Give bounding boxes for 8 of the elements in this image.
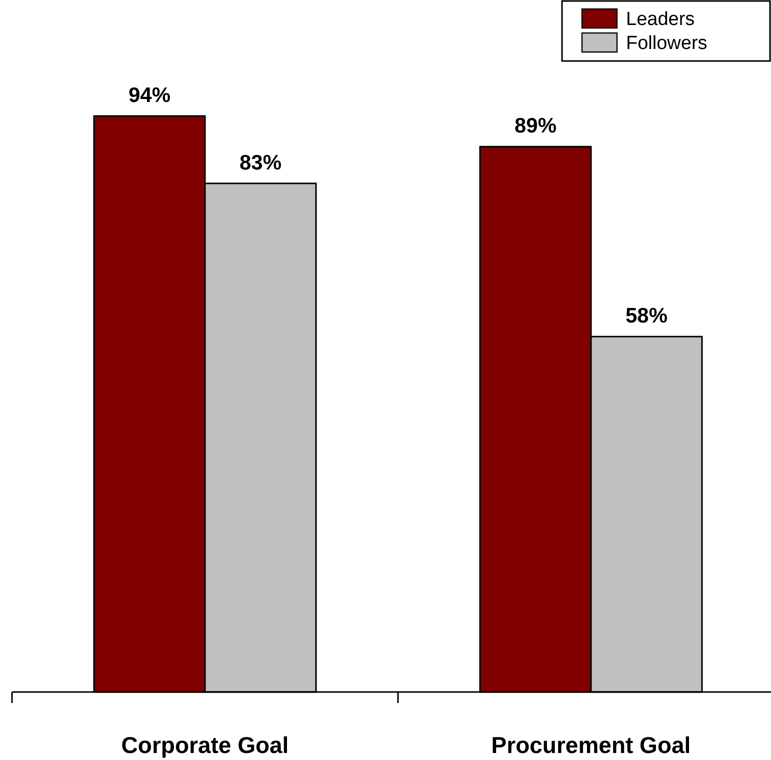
data-label: 89% [514,114,557,138]
data-label: 58% [625,304,668,328]
data-label: 83% [239,151,282,174]
data-label: 94% [128,84,171,107]
legend-label: Followers [626,33,708,54]
x-tick-label: Procurement Goal [491,732,691,758]
x-tick-label: Corporate Goal [121,732,289,758]
legend-label: Leaders [626,9,695,30]
